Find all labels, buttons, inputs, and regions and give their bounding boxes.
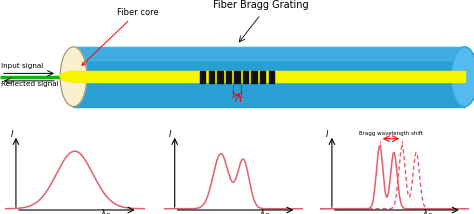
Polygon shape [217,71,223,83]
Polygon shape [209,71,214,83]
Polygon shape [260,71,265,83]
Text: Bragg wavelength shift: Bragg wavelength shift [359,131,423,135]
Text: $\lambda_B$: $\lambda_B$ [100,208,111,214]
Ellipse shape [60,71,87,82]
Polygon shape [252,71,257,83]
Text: I: I [169,130,172,139]
Polygon shape [243,71,248,83]
Text: Input signal: Input signal [1,62,43,68]
Text: Fiber core: Fiber core [82,7,158,65]
Polygon shape [73,71,465,82]
Polygon shape [226,71,231,83]
Text: Fiber Bragg Grating: Fiber Bragg Grating [213,0,309,10]
Ellipse shape [451,47,474,107]
Polygon shape [201,71,206,83]
Text: I: I [10,130,13,139]
Polygon shape [73,47,465,60]
Polygon shape [268,71,274,83]
Text: Reflected signal: Reflected signal [1,81,59,87]
Text: $\lambda_B$: $\lambda_B$ [422,208,433,214]
Text: I: I [326,130,328,139]
Ellipse shape [60,47,87,107]
Polygon shape [73,47,465,107]
Text: $\lambda_B$: $\lambda_B$ [259,208,270,214]
Text: Λ: Λ [234,94,242,104]
Polygon shape [234,71,240,83]
